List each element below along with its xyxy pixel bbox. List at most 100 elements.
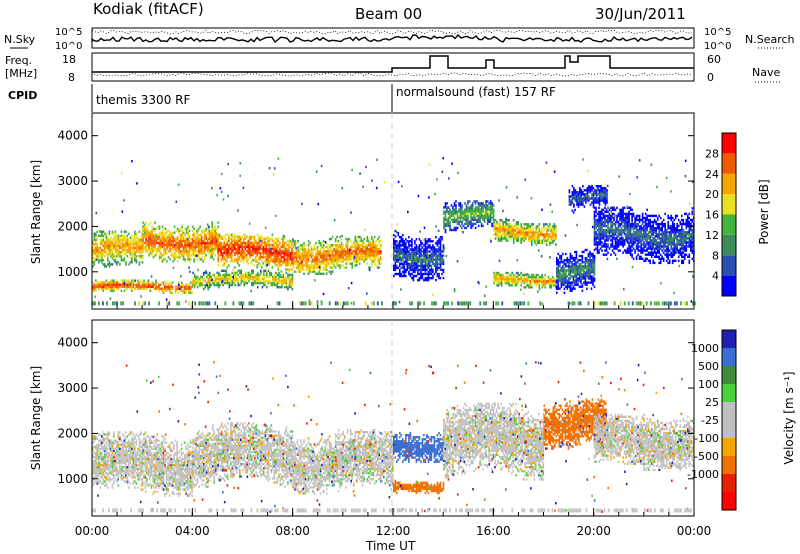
- heatmap-cell: [152, 281, 154, 284]
- heatmap-cell: [339, 235, 341, 239]
- heatmap-cell: [411, 262, 413, 265]
- heatmap-cell: [107, 255, 109, 258]
- heatmap-cell: [197, 239, 200, 243]
- heatmap-cell: [265, 245, 268, 249]
- heatmap-cell: [285, 245, 287, 249]
- heatmap-cell: [566, 256, 569, 260]
- heatmap-cell: [242, 277, 244, 281]
- heatmap-cell: [328, 258, 331, 261]
- heatmap-cell: [543, 275, 545, 279]
- heatmap-cell: [228, 264, 230, 267]
- heatmap-cell: [537, 239, 539, 242]
- heatmap-cell: [631, 235, 633, 238]
- heatmap-cell: [98, 246, 100, 250]
- heatmap-cell: [541, 286, 544, 289]
- heatmap-cell: [557, 269, 560, 272]
- heatmap-cell: [257, 275, 259, 279]
- heatmap-cell: [206, 239, 209, 243]
- heatmap-cell: [372, 237, 374, 241]
- heatmap-cell: [271, 266, 274, 269]
- heatmap-cell: [291, 241, 293, 245]
- heatmap-cell: [154, 229, 156, 232]
- heatmap-cell: [238, 237, 241, 240]
- cpid-segment-2: normalsound (fast) 157 RF: [396, 85, 556, 99]
- heatmap-cell: [634, 249, 636, 252]
- heatmap-cell: [403, 240, 406, 243]
- heatmap-cell: [503, 231, 506, 234]
- heatmap-cell: [231, 271, 234, 275]
- heatmap-cell: [400, 272, 403, 276]
- heatmap-cell: [436, 248, 439, 251]
- heatmap-cell: [616, 216, 618, 220]
- heatmap-cell: [373, 262, 376, 265]
- heatmap-cell: [250, 243, 253, 247]
- heatmap-cell: [345, 266, 347, 269]
- heatmap-cell: [617, 220, 620, 224]
- heatmap-cell: [620, 243, 623, 246]
- heatmap-cell: [399, 272, 401, 276]
- heatmap-cell: [499, 231, 501, 234]
- heatmap-cell: [409, 240, 412, 243]
- heatmap-cell: [424, 272, 427, 276]
- heatmap-cell: [105, 285, 108, 288]
- heatmap-cell: [622, 208, 624, 211]
- heatmap-cell: [108, 242, 111, 246]
- heatmap-cell: [574, 283, 576, 286]
- heatmap-cell: [378, 262, 381, 265]
- heatmap-cell: [324, 256, 326, 259]
- heatmap-cell: [629, 239, 632, 242]
- heatmap-cell: [307, 264, 310, 267]
- heatmap-cell: [107, 257, 109, 260]
- heatmap-cell: [207, 281, 209, 285]
- heatmap-cell: [105, 283, 108, 286]
- heatmap-cell: [453, 218, 456, 221]
- heatmap-cell: [634, 231, 636, 234]
- heatmap-cell: [303, 258, 305, 261]
- heatmap-cell: [185, 252, 188, 255]
- heatmap-cell: [412, 276, 415, 280]
- heatmap-cell: [547, 237, 550, 240]
- heatmap-cell: [424, 238, 427, 241]
- heatmap-cell: [312, 268, 314, 271]
- heatmap-cell: [568, 277, 570, 280]
- heatmap-cell: [132, 279, 135, 282]
- heatmap-cell: [151, 248, 153, 251]
- heatmap-cell: [532, 275, 535, 279]
- heatmap-cell: [393, 264, 395, 267]
- heatmap-cell: [304, 244, 307, 247]
- heatmap-cell: [102, 236, 105, 239]
- heatmap-cell: [610, 220, 612, 224]
- heatmap-cell: [442, 244, 445, 247]
- heatmap-cell: [277, 262, 280, 265]
- heatmap-cell: [126, 234, 129, 237]
- heatmap-cell: [623, 229, 626, 232]
- heatmap-cell: [556, 285, 558, 288]
- heatmap-cell: [134, 287, 136, 290]
- heatmap-cell: [349, 248, 352, 251]
- heatmap-cell: [284, 279, 286, 283]
- heatmap-cell: [101, 285, 103, 288]
- heatmap-cell: [120, 255, 123, 258]
- heatmap-cell: [172, 254, 174, 257]
- heatmap-cell: [125, 287, 127, 290]
- heatmap-cell: [549, 235, 551, 238]
- heatmap-cell: [92, 261, 94, 264]
- heatmap-cell: [137, 244, 139, 248]
- heatmap-cell: [288, 251, 290, 255]
- heatmap-cell: [143, 229, 146, 232]
- heatmap-cell: [529, 280, 532, 283]
- heatmap-cell: [258, 243, 260, 247]
- heatmap-cell: [426, 264, 428, 267]
- heatmap-cell: [569, 265, 572, 268]
- heatmap-cell: [361, 248, 364, 251]
- heatmap-cell: [339, 246, 341, 249]
- heatmap-cell: [541, 282, 544, 285]
- heatmap-cell: [408, 244, 410, 247]
- heatmap-cell: [193, 286, 196, 289]
- heatmap-cell: [370, 237, 373, 241]
- heatmap-cell: [276, 247, 278, 251]
- heatmap-cell: [93, 283, 96, 286]
- heatmap-cell: [214, 231, 216, 234]
- heatmap-cell: [107, 236, 109, 239]
- heatmap-cell: [199, 241, 201, 245]
